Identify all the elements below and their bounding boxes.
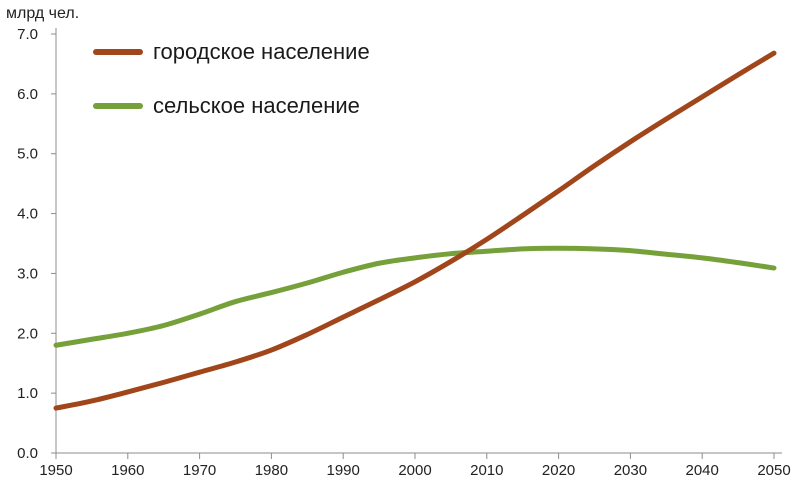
series-lines bbox=[53, 50, 777, 411]
y-tick-label: 4.0 bbox=[17, 206, 38, 223]
x-tick-label: 2050 bbox=[757, 462, 790, 479]
x-tick-label: 1970 bbox=[183, 462, 216, 479]
x-tick-label: 1960 bbox=[111, 462, 144, 479]
legend-label-urban: городское население bbox=[153, 39, 370, 64]
y-tick-label: 1.0 bbox=[17, 385, 38, 402]
y-tick-label: 0.0 bbox=[17, 445, 38, 462]
x-tick-label: 2000 bbox=[398, 462, 431, 479]
y-tick-label: 2.0 bbox=[17, 325, 38, 342]
tick-labels: 0.0 1.0 2.0 3.0 4.0 5.0 6.0 7.0 1950 1960 1970 1980… bbox=[17, 26, 791, 479]
x-tick-label: 1980 bbox=[255, 462, 288, 479]
x-tick-label: 1990 bbox=[327, 462, 360, 479]
x-tick-label: 2010 bbox=[470, 462, 503, 479]
series-line-rural bbox=[53, 245, 777, 348]
y-tick-label: 6.0 bbox=[17, 86, 38, 103]
x-tick-label: 1950 bbox=[39, 462, 72, 479]
y-tick-label: 5.0 bbox=[17, 146, 38, 163]
legend-label-rural: сельское население bbox=[153, 93, 360, 118]
y-axis-unit-label: млрд чел. bbox=[6, 5, 79, 22]
legend: городское население сельское население bbox=[93, 39, 370, 118]
series-line-urban bbox=[53, 50, 777, 411]
y-tick-label: 7.0 bbox=[17, 26, 38, 43]
y-tick-label: 3.0 bbox=[17, 265, 38, 282]
axes bbox=[51, 28, 782, 459]
x-tick-label: 2020 bbox=[542, 462, 575, 479]
x-tick-label: 2030 bbox=[614, 462, 647, 479]
x-tick-label: 2040 bbox=[686, 462, 719, 479]
